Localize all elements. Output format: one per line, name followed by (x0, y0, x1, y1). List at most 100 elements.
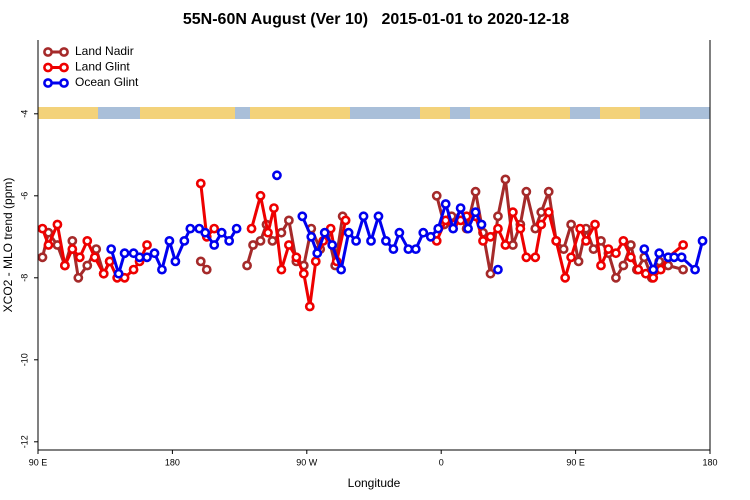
x-tick-label: 180 (702, 457, 717, 467)
data-point (306, 231, 317, 242)
data-point (216, 227, 227, 238)
data-point (283, 240, 294, 250)
x-tick-label: 90 E (29, 457, 48, 467)
data-point (530, 252, 541, 263)
legend-marker (59, 62, 69, 73)
x-tick-label: 90 E (566, 457, 585, 467)
data-point (185, 223, 196, 234)
map-strip (38, 107, 710, 119)
data-point (142, 252, 152, 263)
x-tick-label: 180 (165, 457, 180, 467)
legend-label: Land Nadir (75, 44, 134, 58)
data-point (500, 240, 511, 250)
data-point (418, 227, 429, 238)
data-point (319, 227, 330, 238)
data-point (640, 268, 651, 279)
data-point (195, 178, 206, 189)
data-point (558, 244, 569, 254)
data-point (536, 219, 547, 230)
data-point (351, 235, 361, 246)
data-point (170, 256, 181, 267)
data-point (134, 252, 145, 263)
data-point (276, 227, 287, 238)
data-point (366, 235, 376, 246)
data-point (74, 252, 85, 263)
y-tick-label: -12 (19, 435, 29, 448)
data-point (463, 223, 473, 234)
data-point (119, 248, 130, 259)
data-point (201, 264, 212, 275)
chart-title: 55N-60N August (Ver 10) 2015-01-01 to 20… (183, 11, 569, 28)
data-point (255, 190, 266, 201)
data-point (566, 252, 577, 263)
data-point (431, 190, 442, 201)
data-point (297, 211, 308, 222)
data-point (255, 235, 266, 246)
data-point (573, 256, 584, 267)
data-point (310, 256, 321, 267)
data-point (596, 260, 606, 271)
data-point (157, 264, 167, 275)
data-point (373, 211, 384, 222)
x-axis-label: Longitude (348, 476, 401, 490)
data-point (67, 244, 78, 254)
data-point (52, 219, 63, 230)
data-point (164, 235, 175, 246)
data-point (276, 264, 287, 275)
data-point (639, 244, 650, 254)
data-point (678, 240, 689, 250)
data-point (566, 219, 577, 230)
data-point (98, 268, 109, 279)
data-point (106, 244, 117, 254)
data-point (633, 264, 644, 275)
data-point (403, 244, 414, 254)
data-point (543, 186, 554, 197)
data-point (611, 248, 621, 259)
data-point (231, 223, 242, 234)
data-point (195, 256, 206, 267)
data-point (470, 207, 481, 218)
data-point (267, 235, 278, 246)
data-point (73, 272, 84, 283)
data-point (142, 240, 152, 250)
legend-marker (59, 47, 69, 57)
data-point (611, 272, 621, 283)
data-point (410, 244, 421, 254)
y-tick-label: -6 (19, 192, 29, 200)
data-point (448, 223, 459, 234)
y-tick-label: -8 (19, 274, 29, 282)
data-point (358, 211, 369, 222)
y-tick-label: -10 (19, 353, 29, 366)
data-point (59, 260, 70, 271)
data-point (625, 240, 636, 250)
data-point (470, 186, 481, 197)
data-point (581, 235, 591, 246)
data-point (283, 215, 294, 226)
data-point (104, 256, 115, 267)
data-point (493, 211, 503, 222)
data-point (590, 219, 600, 230)
data-point (272, 170, 282, 181)
data-point (697, 235, 708, 246)
data-point (521, 252, 532, 263)
data-point (507, 207, 518, 218)
data-point (440, 199, 451, 209)
data-point (269, 203, 279, 213)
data-point (521, 186, 532, 197)
legend-label: Land Glint (75, 60, 130, 74)
data-point (113, 268, 124, 279)
data-point (304, 301, 315, 312)
series-line (41, 231, 112, 280)
data-point (625, 252, 636, 263)
data-point (455, 203, 466, 213)
legend-marker (43, 47, 53, 57)
data-point (560, 272, 571, 283)
y-tick-label: -4 (19, 110, 29, 118)
data-point (507, 240, 518, 250)
data-point (128, 264, 139, 275)
data-point (82, 235, 93, 246)
data-point (340, 215, 351, 226)
data-point (500, 174, 511, 185)
data-point (493, 223, 503, 234)
